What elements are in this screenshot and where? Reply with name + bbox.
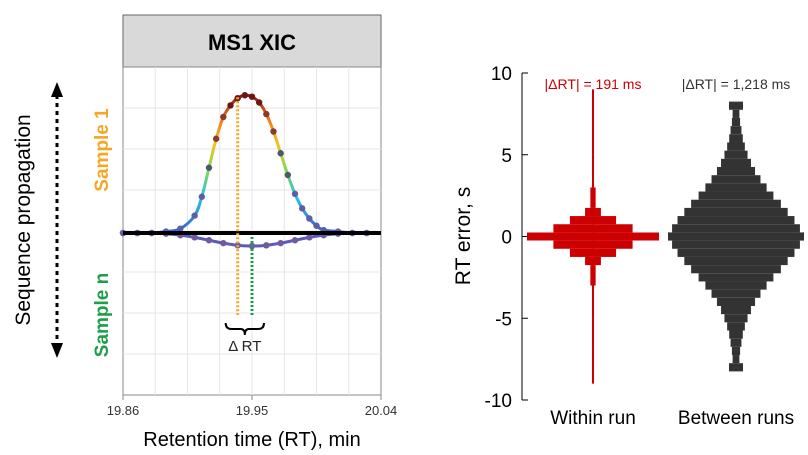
x-tick-label: 20.04 <box>365 403 398 418</box>
violin-bin <box>731 117 741 127</box>
violin-bin <box>672 224 800 233</box>
sample-1-point <box>298 205 306 212</box>
violin-bin <box>691 265 781 274</box>
violins: |ΔRT| = 191 ms |ΔRT| = 1,218 ms <box>527 76 804 384</box>
violin-bin <box>672 240 800 249</box>
category-label: Within run <box>550 408 636 429</box>
sample-1-point <box>306 215 313 222</box>
sample-1-point <box>241 92 249 99</box>
violin-bin <box>729 363 743 372</box>
violin-annotation: |ΔRT| = 1,218 ms <box>682 76 791 92</box>
sample-1-point <box>255 99 263 106</box>
violin-bin <box>729 330 743 339</box>
sample-n-point <box>277 239 284 247</box>
violin-bin <box>592 350 594 384</box>
xic-panel: MS1 XIC Δ RT Sample 1 Sample n <box>12 14 398 451</box>
x-tick-label: 19.95 <box>236 403 269 418</box>
violin-bin <box>721 158 751 168</box>
violin-bin <box>705 281 767 290</box>
sample-n-point <box>263 242 270 249</box>
title-box <box>122 14 382 68</box>
violin-bin <box>698 273 774 282</box>
sample-1-point <box>248 93 256 100</box>
violin-bin <box>730 126 742 135</box>
y-axis-label: RT error, s <box>452 187 475 285</box>
sample-1-point <box>284 171 292 179</box>
violin-bin <box>732 109 740 118</box>
x-axis-ticks: 19.86 19.95 20.04 <box>107 395 398 418</box>
violin-bin <box>684 207 788 217</box>
violin-bin <box>732 355 740 364</box>
sample-n-point <box>191 234 198 241</box>
x-axis-label: Retention time (RT), min <box>143 429 360 451</box>
violin-bin <box>698 191 774 200</box>
sample-1-point <box>220 113 227 121</box>
violin-bin <box>729 134 743 143</box>
violin-bin <box>691 199 781 208</box>
sample-n-label: Sample n <box>92 273 113 357</box>
sample-1-point <box>313 222 320 229</box>
violin-bin <box>684 256 788 266</box>
violin-within-run: |ΔRT| = 191 ms <box>527 76 659 384</box>
violin-bin <box>724 314 748 323</box>
violin-bin <box>711 289 761 298</box>
y-tick-label: -10 <box>485 391 512 412</box>
sample-1-point <box>270 128 277 135</box>
violin-bin <box>727 322 745 331</box>
violin-bin <box>716 297 756 306</box>
violin-between-runs: |ΔRT| = 1,218 ms <box>668 76 804 372</box>
violin-bin <box>677 216 795 225</box>
violin-bin <box>705 183 767 192</box>
sample-1-point <box>191 212 198 219</box>
violin-annotation: |ΔRT| = 191 ms <box>545 76 642 92</box>
y-tick-label: 10 <box>491 64 512 85</box>
sample-1-point <box>263 110 270 118</box>
violin-bin <box>677 248 795 257</box>
violin-bin <box>729 101 743 110</box>
sequence-propagation-label: Sequence propagation <box>12 114 35 325</box>
arrow-up-icon <box>51 82 63 97</box>
y-tick-label: -5 <box>495 309 512 330</box>
violin-bin <box>668 232 804 241</box>
y-tick-label: 5 <box>501 146 512 167</box>
delta-rt-label: Δ RT <box>228 338 261 355</box>
violin-bin <box>716 167 756 176</box>
sample-n-point <box>205 237 213 244</box>
violin-bin <box>731 346 741 356</box>
sample-1-point <box>291 190 299 198</box>
sample-n-point <box>306 234 313 241</box>
violin-bin <box>730 338 742 347</box>
violin-bin <box>711 175 761 184</box>
arrow-down-icon <box>51 343 63 358</box>
delta-brace <box>224 322 265 336</box>
sample-1-point <box>227 102 234 109</box>
xic-title: MS1 XIC <box>208 30 296 55</box>
sample-1-point <box>177 225 184 232</box>
y-tick-label: 0 <box>501 228 512 249</box>
violin-bin <box>727 142 745 151</box>
sample-1-point <box>212 135 220 142</box>
sample-1-point <box>205 164 213 171</box>
category-labels: Within run Between runs <box>550 408 794 429</box>
sample-1-point <box>198 193 206 200</box>
x-tick-label: 19.86 <box>107 403 140 418</box>
sample-1-label: Sample 1 <box>92 108 113 192</box>
violin-bin <box>721 305 751 315</box>
sample-n-point <box>220 239 227 247</box>
sample-n-point <box>291 237 299 244</box>
y-axis-ticks: -10 -5 0 5 10 <box>485 64 528 412</box>
category-label: Between runs <box>678 408 794 429</box>
sample-1-point <box>277 150 284 157</box>
violin-bin <box>724 150 748 159</box>
